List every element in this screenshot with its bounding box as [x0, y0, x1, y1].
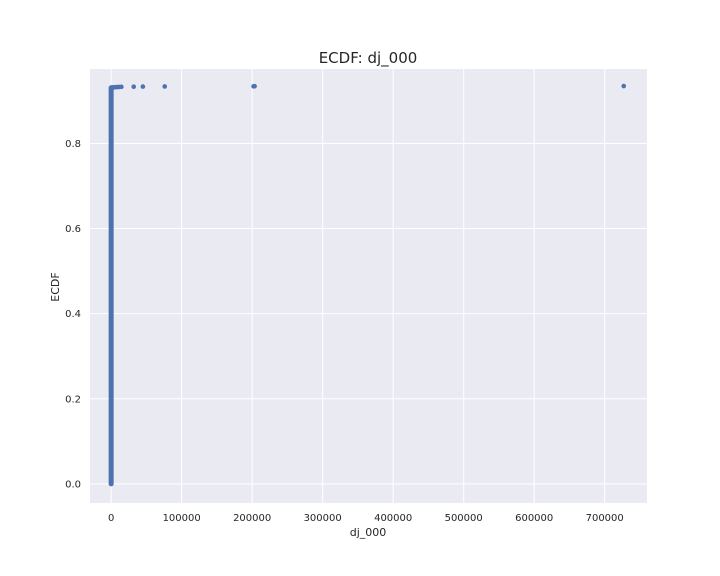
- y-axis-ticks: 0.0 0.2 0.4 0.6 0.8: [65, 139, 81, 490]
- y-tick-label: 0.2: [65, 394, 81, 405]
- data-point: [252, 83, 257, 89]
- y-tick-label: 0.6: [65, 224, 81, 235]
- x-axis-ticks: 0 100000 200000 300000 400000 500000 600000 700…: [108, 513, 624, 524]
- data-point: [162, 84, 168, 89]
- x-tick-label: 400000: [374, 513, 412, 524]
- x-tick-label: 300000: [304, 513, 342, 524]
- data-points: [109, 83, 627, 90]
- x-tick-label: 600000: [515, 513, 553, 524]
- x-tick-label: 500000: [445, 513, 483, 524]
- x-tick-label: 700000: [586, 513, 624, 524]
- y-tick-label: 0.8: [65, 139, 81, 150]
- data-point: [119, 84, 124, 90]
- y-tick-label: 0.0: [65, 479, 81, 490]
- x-tick-label: 100000: [163, 513, 201, 524]
- data-point: [621, 83, 627, 89]
- data-point: [140, 84, 146, 89]
- chart-title: ECDF: dj_000: [319, 49, 418, 68]
- y-tick-label: 0.4: [65, 309, 81, 320]
- x-tick-label: 0: [108, 513, 114, 524]
- data-point: [131, 84, 137, 90]
- x-axis-label: dj_000: [350, 526, 387, 539]
- grid-lines: [90, 69, 647, 503]
- x-tick-label: 200000: [233, 513, 271, 524]
- y-axis-label: ECDF: [49, 272, 62, 301]
- plot-background: [90, 69, 647, 503]
